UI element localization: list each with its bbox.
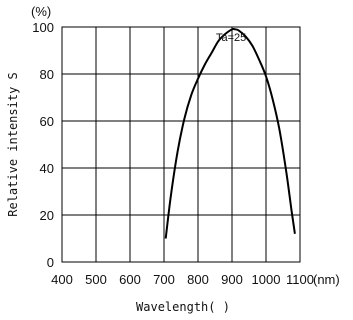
y-tick-label: 0	[47, 255, 54, 270]
x-tick-label: 900	[221, 272, 243, 287]
x-tick-label: 600	[119, 272, 141, 287]
y-tick-label: 40	[40, 161, 54, 176]
plot-frame	[61, 26, 301, 263]
x-tick-label: 500	[85, 272, 107, 287]
y-tick-label: 80	[40, 67, 54, 82]
x-tick-label: 1100	[286, 272, 314, 287]
annotation-label: Ta=25	[216, 32, 246, 44]
grid	[61, 26, 301, 263]
y-tick-label: 60	[40, 114, 54, 129]
x-unit-label: (nm)	[313, 272, 340, 287]
x-tick-label: 700	[153, 272, 175, 287]
y-axis-label: Relative intensity S	[6, 72, 20, 217]
x-tick-label: 400	[51, 272, 73, 287]
x-axis-label: Wavelength( )	[136, 300, 230, 314]
y-tick-label: 20	[40, 208, 54, 223]
x-tick-label: 800	[187, 272, 209, 287]
y-tick-label: 100	[32, 20, 54, 35]
y-tick-labels: 0 20 40 60 80 100	[32, 20, 54, 270]
series-line	[164, 27, 296, 239]
x-tick-labels: 400 500 600 700 800 900 1000 1100	[51, 272, 314, 287]
x-tick-label: 1000	[252, 272, 281, 287]
y-unit-label: (%)	[31, 4, 51, 19]
